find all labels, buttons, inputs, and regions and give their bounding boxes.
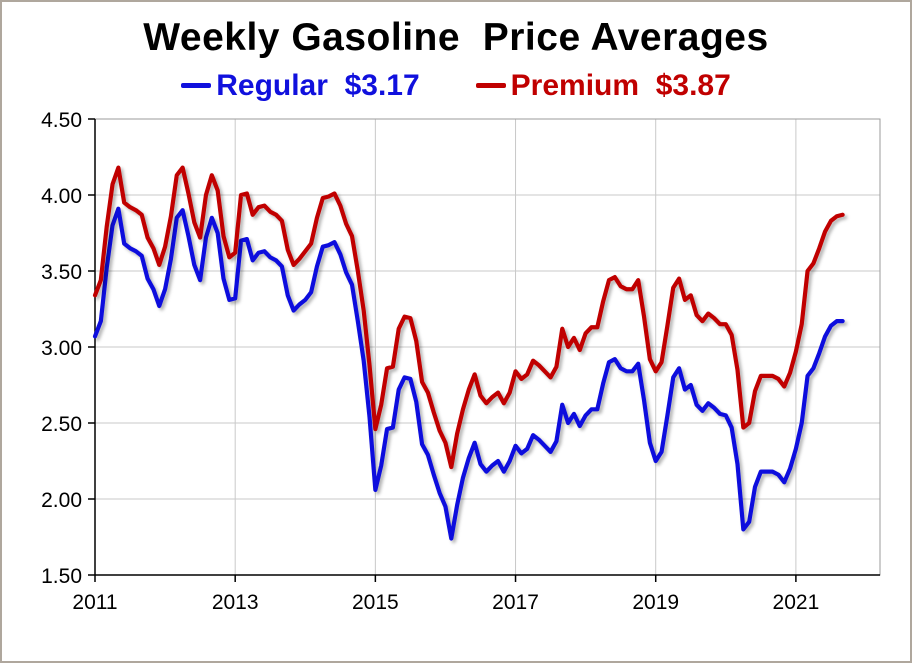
y-tick-label: 2.00 — [41, 489, 82, 512]
y-tick-label: 1.50 — [41, 565, 82, 588]
x-tick-label: 2013 — [212, 591, 259, 614]
premium-line-swatch-icon — [475, 83, 506, 89]
x-tick-label: 2015 — [352, 591, 399, 614]
y-tick-label: 3.00 — [41, 337, 82, 360]
x-tick-label: 2019 — [632, 591, 679, 614]
price-chart: 1.50 2.00 2.50 3.00 3.50 4.00 4.50 2011 2013 2015… — [41, 109, 881, 614]
x-tick-label: 2011 — [72, 591, 117, 614]
legend: Regular $3.17 Premium $3.87 — [2, 69, 910, 103]
legend-item-premium: Premium $3.87 — [475, 68, 731, 103]
series-line-premium — [92, 165, 845, 470]
legend-item-regular: Regular $3.17 — [181, 68, 420, 103]
regular-line-swatch-icon — [181, 83, 212, 89]
series-line-regular — [92, 206, 845, 541]
legend-label-premium: Premium $3.87 — [510, 68, 731, 102]
y-tick-label: 4.50 — [41, 109, 82, 132]
chart-title: Weekly Gasoline Price Averages — [143, 16, 769, 59]
legend-label-regular: Regular $3.17 — [216, 68, 420, 102]
y-tick-label: 2.50 — [41, 413, 82, 436]
y-tick-label: 3.50 — [41, 261, 82, 284]
x-tick-label: 2021 — [773, 591, 820, 614]
y-tick-label: 4.00 — [41, 185, 82, 208]
x-tick-label: 2017 — [492, 591, 539, 614]
